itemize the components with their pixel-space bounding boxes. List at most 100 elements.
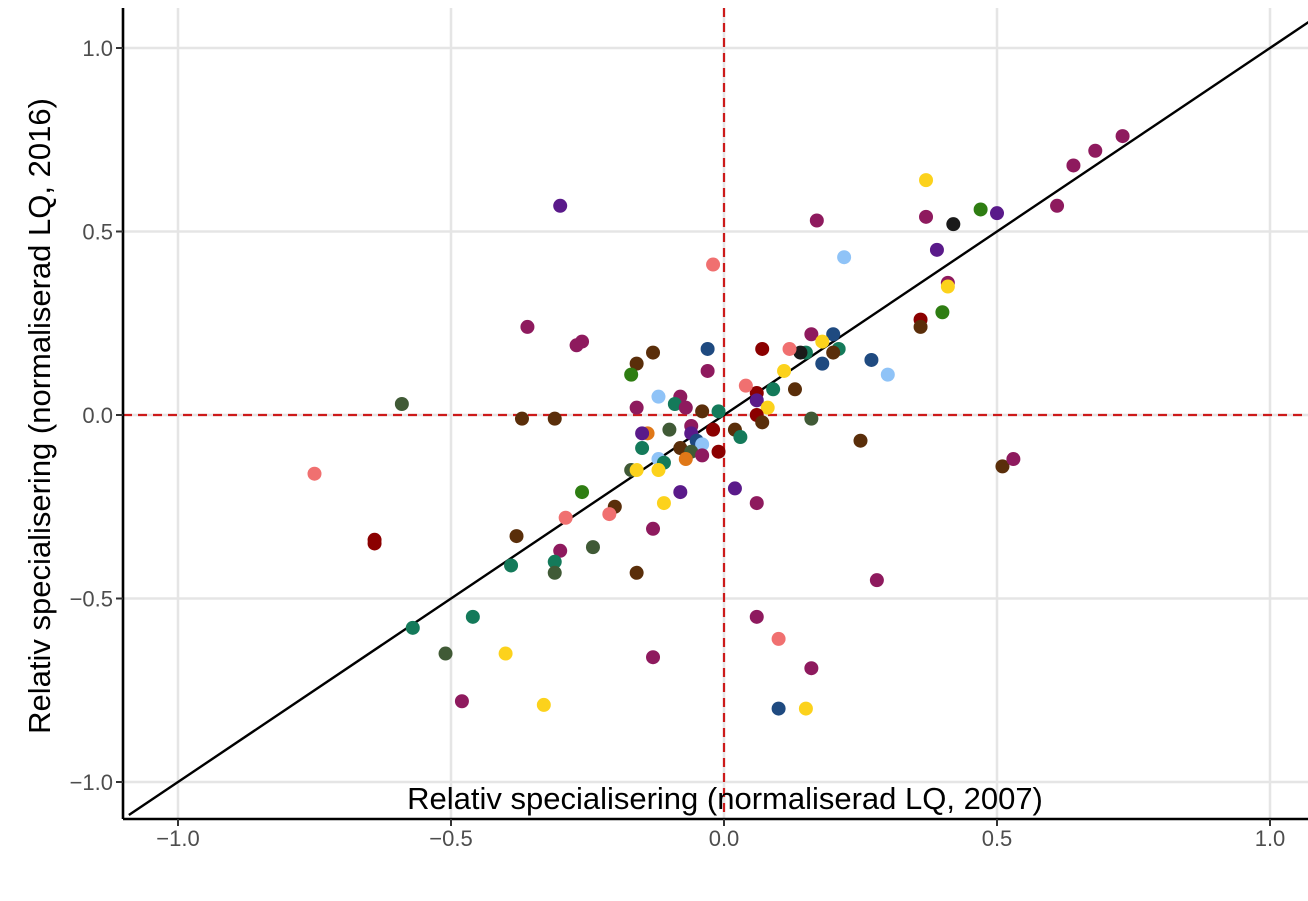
y-tick-label: 0.5 <box>82 220 113 245</box>
x-tick-label: −0.5 <box>429 826 472 851</box>
data-point <box>558 510 573 525</box>
x-tick-label: 0.5 <box>982 826 1013 851</box>
data-point <box>864 352 879 367</box>
data-point <box>749 496 764 511</box>
data-point <box>602 507 617 522</box>
data-point <box>804 661 819 676</box>
data-point <box>771 631 786 646</box>
data-point <box>695 404 710 419</box>
data-point <box>629 463 644 478</box>
data-point <box>635 426 650 441</box>
data-point <box>880 367 895 382</box>
data-point <box>935 305 950 320</box>
data-point <box>673 441 688 456</box>
x-tick-label: 0.0 <box>709 826 740 851</box>
data-point <box>536 697 551 712</box>
axes <box>116 8 1308 826</box>
data-point <box>815 356 830 371</box>
data-point <box>919 173 934 188</box>
data-point <box>509 529 524 544</box>
data-point <box>837 250 852 265</box>
data-point <box>646 650 661 665</box>
data-point <box>766 382 781 397</box>
data-point <box>919 209 934 224</box>
data-point <box>405 620 420 635</box>
data-point <box>913 319 928 334</box>
data-point <box>629 565 644 580</box>
data-point <box>804 411 819 426</box>
data-point <box>1050 198 1065 213</box>
data-point <box>678 400 693 415</box>
tick-labels: −1.0 −0.5 0.0 0.5 1.0 −1.0 −0.5 0.0 0.5 1.0 <box>70 36 1286 851</box>
data-point <box>990 206 1004 221</box>
data-point <box>394 396 409 411</box>
y-tick-label: −1.0 <box>70 770 113 795</box>
data-point <box>454 694 469 709</box>
data-point <box>520 319 535 334</box>
data-point <box>809 213 824 228</box>
data-point <box>973 202 988 217</box>
data-point <box>498 646 513 661</box>
data-point <box>853 433 868 448</box>
data-point <box>646 521 661 536</box>
data-point <box>929 242 944 257</box>
data-point <box>678 452 693 467</box>
data-point <box>624 367 639 382</box>
data-point <box>869 573 884 588</box>
data-point <box>798 701 813 716</box>
data-point <box>629 356 644 371</box>
data-point <box>815 334 830 349</box>
data-point <box>755 415 770 430</box>
data-point <box>656 496 671 511</box>
data-point <box>749 393 764 408</box>
data-point <box>553 543 568 558</box>
data-point <box>706 257 721 272</box>
data-point <box>438 646 453 661</box>
data-point <box>547 565 562 580</box>
data-point <box>733 430 748 445</box>
data-point <box>514 411 529 426</box>
data-point <box>367 536 382 551</box>
data-point <box>553 198 568 213</box>
data-point <box>629 400 644 415</box>
data-point <box>995 459 1010 474</box>
data-point <box>547 411 562 426</box>
data-point <box>585 540 600 555</box>
data-point <box>651 463 666 478</box>
data-point <box>777 363 792 378</box>
data-point <box>673 485 688 500</box>
data-point <box>782 341 797 356</box>
data-point <box>547 554 562 569</box>
data-point <box>646 345 661 360</box>
data-point <box>755 341 770 356</box>
data-point <box>711 444 726 459</box>
y-tick-label: −0.5 <box>70 587 113 612</box>
y-tick-label: 0.0 <box>82 403 113 428</box>
data-point <box>738 378 753 393</box>
data-point <box>1006 452 1021 467</box>
data-point <box>940 279 955 294</box>
data-points <box>307 129 1130 716</box>
data-point <box>465 609 480 624</box>
data-point <box>667 396 682 411</box>
data-point <box>1088 143 1103 158</box>
data-point <box>749 609 764 624</box>
data-point <box>826 345 841 360</box>
data-point <box>575 485 590 500</box>
x-tick-label: 1.0 <box>1255 826 1286 851</box>
data-point <box>787 382 802 397</box>
data-point <box>695 437 710 452</box>
data-point <box>793 345 808 360</box>
data-point <box>307 466 322 481</box>
data-point <box>700 363 715 378</box>
data-point <box>695 448 710 463</box>
y-axis-title: Relativ specialisering (normaliserad LQ,… <box>22 98 57 734</box>
data-point <box>569 338 584 353</box>
data-point <box>700 341 715 356</box>
data-point <box>635 441 650 456</box>
data-point <box>727 481 742 496</box>
x-tick-label: −1.0 <box>156 826 199 851</box>
data-point <box>804 327 819 342</box>
data-point <box>651 389 666 404</box>
